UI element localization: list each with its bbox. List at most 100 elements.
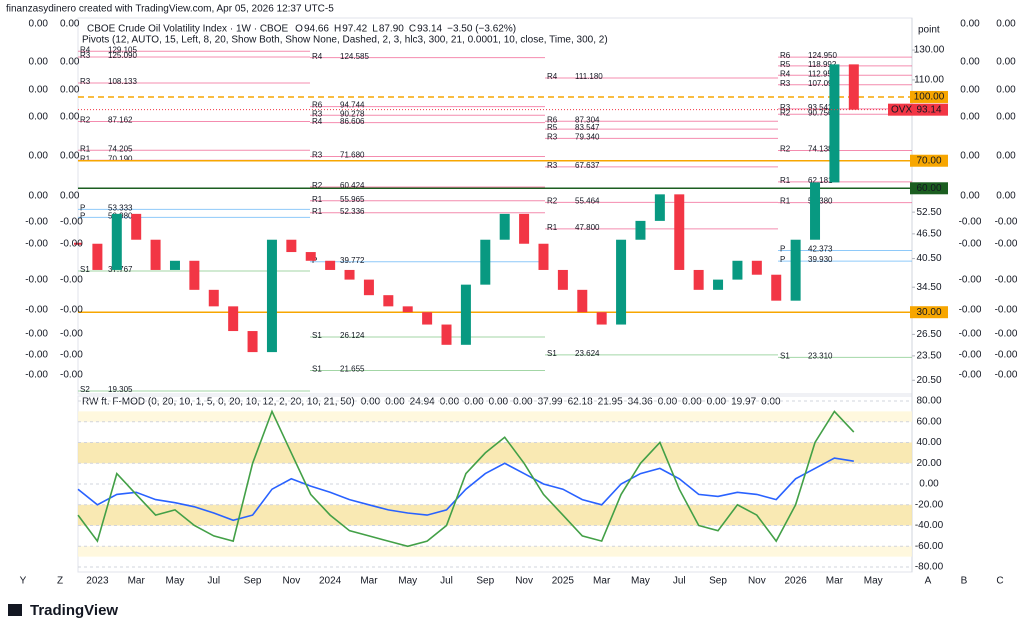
side-value: -0.00 bbox=[995, 350, 1018, 361]
x-tick-label: Sep bbox=[244, 576, 262, 587]
pivot-name: R3 bbox=[780, 79, 791, 88]
candle bbox=[829, 64, 840, 183]
side-value: -0.00 bbox=[25, 239, 48, 250]
pivot-name: R1 bbox=[780, 176, 791, 185]
pivot-name: R1 bbox=[312, 207, 323, 216]
pivot-value: 87.304 bbox=[575, 115, 600, 124]
legend-value: 0.00 bbox=[658, 397, 678, 408]
band bbox=[78, 411, 912, 422]
candle bbox=[499, 213, 510, 240]
side-value: -0.00 bbox=[25, 217, 48, 228]
legend-value: 0.00 bbox=[385, 397, 405, 408]
legend-value: 0.00 bbox=[464, 397, 484, 408]
pivot-value: 124.950 bbox=[808, 51, 837, 60]
side-value: 0.00 bbox=[996, 85, 1016, 96]
pivot-value: 53.333 bbox=[108, 203, 133, 212]
side-value: -0.00 bbox=[995, 305, 1018, 316]
side-value: -0.00 bbox=[995, 329, 1018, 340]
y-tick-label: 40.00 bbox=[916, 437, 941, 448]
symbol-tag: OVX bbox=[891, 104, 912, 115]
pivot-name: S1 bbox=[80, 265, 90, 274]
pivot-value: 21.655 bbox=[340, 365, 365, 374]
pivot-name: R3 bbox=[780, 103, 791, 112]
pivot-name: R6 bbox=[780, 51, 791, 60]
side-value: -0.00 bbox=[60, 305, 83, 316]
pivot-name: S1 bbox=[312, 331, 322, 340]
pivot-value: 86.606 bbox=[340, 117, 365, 126]
side-value: -0.00 bbox=[959, 305, 982, 316]
band bbox=[78, 442, 912, 464]
side-value: 0.00 bbox=[996, 151, 1016, 162]
candle bbox=[325, 260, 336, 270]
ohlc-value: 93.14 bbox=[417, 24, 442, 35]
side-value: 0.00 bbox=[996, 57, 1016, 68]
pivot-value: 60.424 bbox=[340, 181, 365, 190]
x-tick-label: May bbox=[631, 576, 650, 587]
side-value: 0.00 bbox=[960, 57, 980, 68]
candle bbox=[596, 312, 607, 325]
pivot-name: R1 bbox=[547, 223, 558, 232]
candle bbox=[713, 279, 724, 290]
candle bbox=[169, 260, 180, 270]
x-tick-label: Mar bbox=[128, 576, 146, 587]
oscillator-title: RW ft. F-MOD (0, 20, 10, 1, 5, 0, 20, 10… bbox=[82, 397, 355, 408]
x-tick-label: Nov bbox=[515, 576, 533, 587]
x-tick-label: 2025 bbox=[552, 576, 575, 587]
caption: finanzasydinero created with TradingView… bbox=[6, 4, 334, 15]
pivot-value: 83.547 bbox=[575, 123, 600, 132]
ohlc-key: H bbox=[334, 24, 341, 35]
y-tick-label: 0.00 bbox=[919, 479, 939, 490]
pivot-name: R3 bbox=[547, 132, 558, 141]
candle bbox=[383, 295, 394, 307]
axis-unit: point bbox=[918, 25, 940, 36]
side-value: 0.00 bbox=[960, 85, 980, 96]
pivot-name: R4 bbox=[312, 117, 323, 126]
side-value: -0.00 bbox=[60, 275, 83, 286]
x-tick-label: May bbox=[398, 576, 417, 587]
x-tick-label: 2026 bbox=[785, 576, 808, 587]
candle bbox=[305, 252, 316, 261]
pivot-value: 124.585 bbox=[340, 52, 369, 61]
side-value: -0.00 bbox=[25, 350, 48, 361]
brand: TradingView bbox=[30, 602, 118, 619]
side-value: -0.00 bbox=[959, 370, 982, 381]
logo bbox=[8, 604, 22, 616]
pivot-value: 71.680 bbox=[340, 151, 365, 160]
candle bbox=[480, 239, 491, 285]
candle bbox=[635, 220, 646, 240]
candle bbox=[654, 194, 665, 221]
corner-letter: A bbox=[925, 576, 932, 587]
x-tick-label: Jul bbox=[440, 576, 453, 587]
pivot-name: P bbox=[80, 212, 85, 221]
price-tag bbox=[910, 90, 948, 103]
side-value: -0.00 bbox=[60, 239, 83, 250]
side-value: 0.00 bbox=[960, 112, 980, 123]
candle bbox=[286, 239, 297, 253]
pivot-name: S2 bbox=[80, 385, 90, 394]
y-tick-label: 110.00 bbox=[914, 75, 944, 86]
corner-letter: Y bbox=[20, 576, 27, 587]
ohlc-key: O bbox=[295, 24, 303, 35]
side-value: -0.00 bbox=[60, 217, 83, 228]
pivot-name: R3 bbox=[547, 161, 558, 170]
y-tick-label: 52.50 bbox=[916, 207, 941, 218]
side-value: -0.00 bbox=[959, 239, 982, 250]
candle bbox=[557, 269, 568, 290]
price-tag bbox=[910, 154, 948, 167]
legend-value: 0.00 bbox=[440, 397, 460, 408]
candle bbox=[92, 243, 103, 270]
pivot-value: 87.162 bbox=[108, 116, 133, 125]
pivot-name: R4 bbox=[547, 72, 558, 81]
candle bbox=[790, 239, 801, 301]
pivot-name: R1 bbox=[80, 144, 91, 153]
price-tag bbox=[910, 306, 948, 319]
pivot-value: 125.090 bbox=[108, 51, 137, 60]
candle bbox=[402, 306, 413, 313]
side-value: -0.00 bbox=[995, 217, 1018, 228]
legend-value: 24.94 bbox=[410, 397, 435, 408]
candle bbox=[247, 331, 258, 353]
x-tick-label: Sep bbox=[476, 576, 494, 587]
pivot-name: P bbox=[80, 203, 85, 212]
candle bbox=[131, 213, 142, 240]
